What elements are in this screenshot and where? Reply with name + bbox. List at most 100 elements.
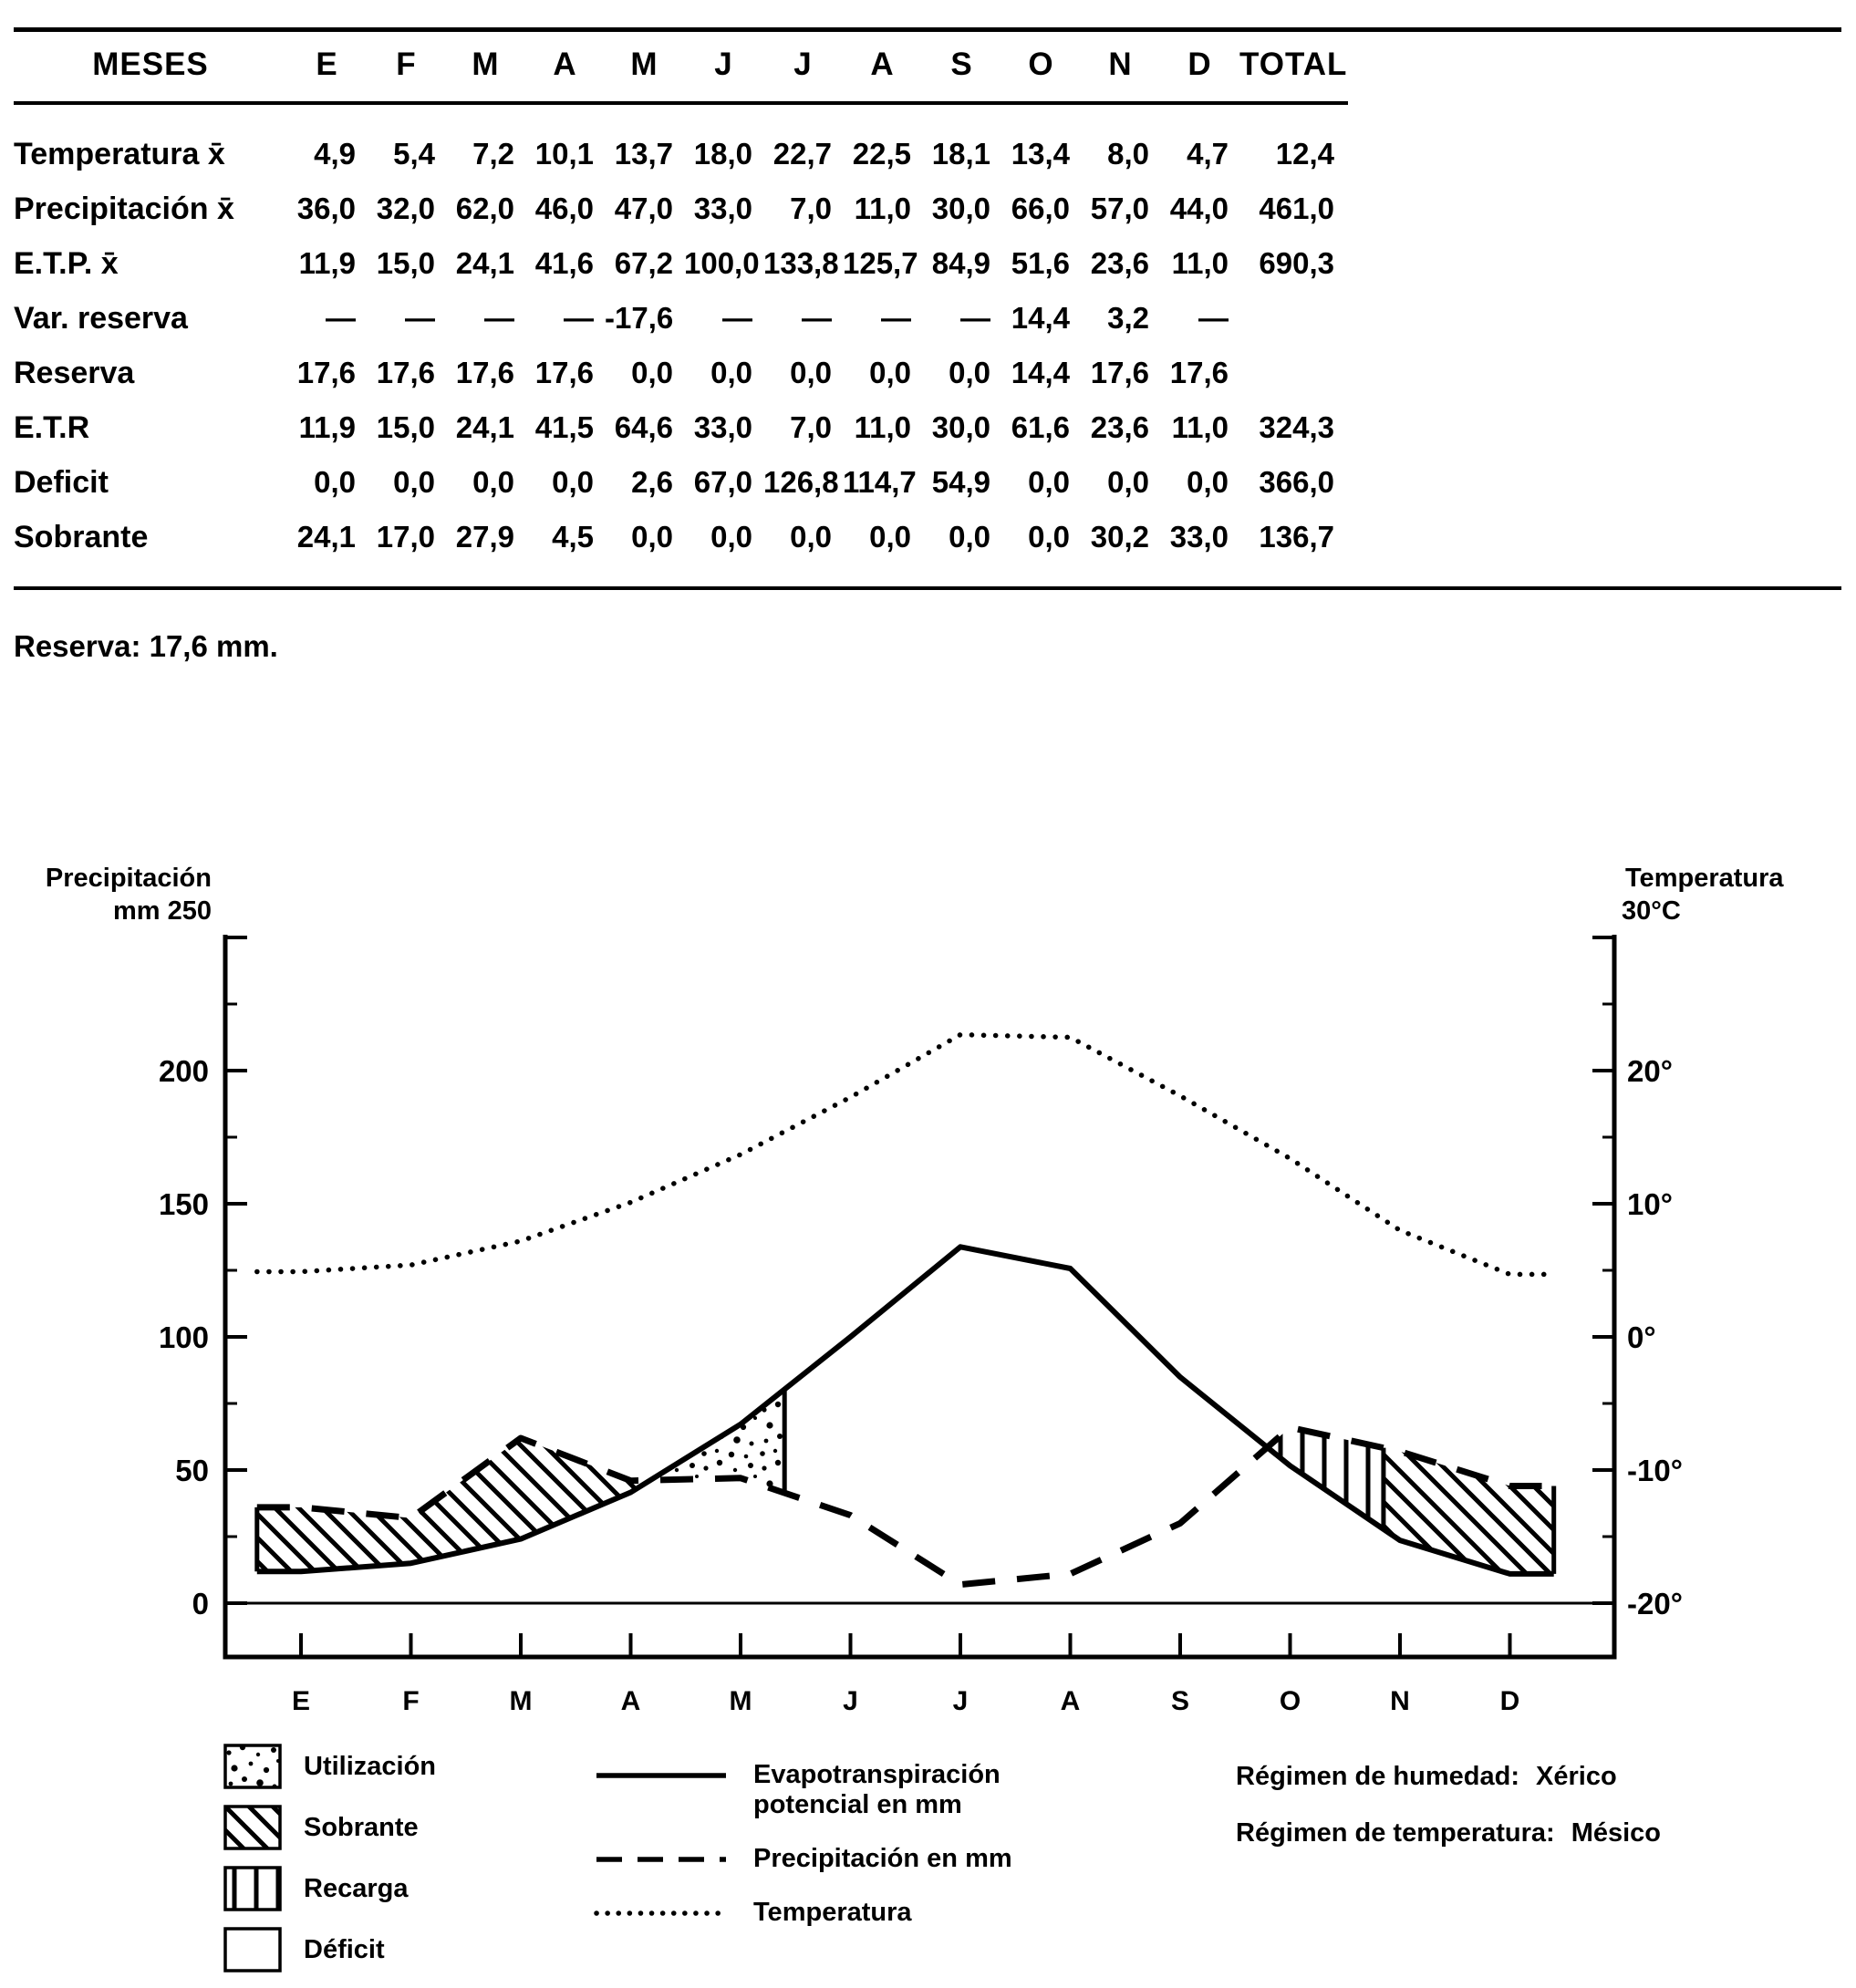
table-cell: 11,9 bbox=[298, 246, 356, 280]
legend-line-label: Precipitación en mm bbox=[753, 1844, 1012, 1873]
col-header-month-2: F bbox=[396, 47, 417, 82]
table-cell: — bbox=[802, 301, 832, 335]
table-cell: 0,0 bbox=[393, 465, 435, 499]
table-cell: 11,0 bbox=[1171, 246, 1229, 280]
x-month-label: D bbox=[1500, 1686, 1520, 1716]
table-cell: 41,5 bbox=[534, 410, 594, 444]
table-cell: 66,0 bbox=[1011, 192, 1070, 225]
table-cell: 23,6 bbox=[1090, 246, 1149, 280]
col-header-month-1: E bbox=[316, 47, 338, 82]
row-label: E.T.P. x̄ bbox=[14, 246, 119, 281]
table-cell: 0,0 bbox=[1028, 520, 1070, 554]
col-header-month-3: M bbox=[472, 47, 500, 82]
table-cell: 7,0 bbox=[790, 410, 832, 444]
table-cell: 64,6 bbox=[614, 410, 673, 444]
solid-line-icon bbox=[596, 1773, 726, 1778]
etp-curve bbox=[256, 1244, 1554, 1577]
regimen-temperatura-value: Mésico bbox=[1571, 1818, 1662, 1848]
table-cell: 13,7 bbox=[614, 137, 673, 171]
row-label: Reserva bbox=[14, 356, 135, 390]
reserva-note: Reserva: 17,6 mm. bbox=[14, 629, 278, 663]
col-header-month-5: M bbox=[630, 47, 658, 82]
table-cell: 8,0 bbox=[1107, 137, 1149, 171]
table-cell: 126,8 bbox=[763, 465, 839, 499]
table-cell: 57,0 bbox=[1090, 192, 1149, 225]
table-cell: 3,2 bbox=[1107, 301, 1149, 335]
row-label: Var. reserva bbox=[14, 301, 188, 336]
legend-item-solid-line: Evapotranspiración potencial en mm bbox=[593, 1760, 1012, 1820]
regimen-humedad-value: Xérico bbox=[1536, 1762, 1617, 1791]
table-cell: 4,9 bbox=[314, 137, 356, 171]
table-cell: 0,0 bbox=[552, 465, 594, 499]
y-left-tick-label: 0 bbox=[192, 1587, 209, 1620]
table-cell: 61,6 bbox=[1011, 410, 1070, 444]
table-cell: 18,1 bbox=[931, 137, 990, 171]
table-cell: 30,0 bbox=[931, 410, 990, 444]
table-cell-total: 461,0 bbox=[1259, 192, 1334, 225]
x-month-label: J bbox=[953, 1686, 969, 1716]
water-balance-table: MESES E F M A M J J A S O N D TOTAL Temperatura x̄ 4,9… bbox=[14, 27, 1841, 590]
y-right-axis-title: Temperatura bbox=[1625, 864, 1784, 893]
regimen-temperatura-label: Régimen de temperatura: bbox=[1236, 1818, 1555, 1848]
y-right-tick-label: 20° bbox=[1627, 1054, 1673, 1088]
legend-area-label: Recarga bbox=[304, 1873, 409, 1903]
table-cell: 17,6 bbox=[1169, 356, 1229, 389]
table-cell: 100,0 bbox=[684, 246, 760, 280]
table-cell: 14,4 bbox=[1011, 356, 1070, 389]
x-month-label: F bbox=[402, 1686, 419, 1716]
table-cell: 17,6 bbox=[296, 356, 356, 389]
table-cell: 33,0 bbox=[1169, 520, 1229, 554]
table-cell: 32,0 bbox=[376, 192, 435, 225]
table-cell: 36,0 bbox=[296, 192, 356, 225]
table-cell: — bbox=[326, 301, 356, 335]
table-cell: 5,4 bbox=[393, 137, 435, 171]
x-month-label: A bbox=[1061, 1686, 1081, 1716]
diagonal-swatch-icon bbox=[223, 1805, 282, 1850]
table-cell: 15,0 bbox=[376, 246, 435, 280]
table-cell: 0,0 bbox=[869, 520, 911, 554]
y-right-axis-unit: 30°C bbox=[1622, 896, 1681, 926]
table-cell: 0,0 bbox=[949, 356, 990, 389]
table-cell: 2,6 bbox=[631, 465, 673, 499]
table-cell: 0,0 bbox=[314, 465, 356, 499]
x-month-label: J bbox=[843, 1686, 858, 1716]
table-cell: 22,7 bbox=[772, 137, 832, 171]
legend-area-label: Utilización bbox=[304, 1751, 437, 1781]
legend-item-utilización: Utilización bbox=[223, 1744, 436, 1789]
legend-line-label: Temperatura bbox=[753, 1898, 912, 1927]
table-cell: 24,1 bbox=[455, 246, 514, 280]
regimen-humedad-label: Régimen de humedad: bbox=[1236, 1762, 1519, 1791]
legend-line-label: Evapotranspiración potencial en mm bbox=[753, 1760, 1001, 1819]
vertical-swatch-icon bbox=[223, 1866, 282, 1911]
table-cell: 17,0 bbox=[376, 520, 435, 554]
x-month-label: A bbox=[621, 1686, 641, 1716]
table-cell: 114,7 bbox=[843, 465, 917, 499]
table-cell: 46,0 bbox=[534, 192, 594, 225]
table-cell: — bbox=[881, 301, 911, 335]
table-cell: 15,0 bbox=[376, 410, 435, 444]
row-label: Temperatura x̄ bbox=[14, 137, 225, 171]
table-cell: — bbox=[564, 301, 594, 335]
table-cell: 11,9 bbox=[298, 410, 356, 444]
temperatura-curve bbox=[254, 1031, 1557, 1278]
table-cell: 11,0 bbox=[854, 192, 911, 225]
y-left-tick-label: 150 bbox=[159, 1187, 209, 1221]
table-body: Temperatura x̄ 4,9 5,4 7,2 10,1 13,7 18,0 22,7 2… bbox=[14, 105, 1348, 564]
table-cell: 0,0 bbox=[710, 356, 752, 389]
dotted-line-icon bbox=[594, 1910, 729, 1916]
y-right-tick-label: 0° bbox=[1627, 1320, 1656, 1354]
table-cell: 4,7 bbox=[1187, 137, 1229, 171]
col-header-total: TOTAL bbox=[1239, 47, 1348, 82]
table-cell: 51,6 bbox=[1011, 246, 1070, 280]
y-left-axis-title: Precipitación bbox=[46, 864, 212, 893]
table-cell: 125,7 bbox=[843, 246, 918, 280]
table-cell-total: 690,3 bbox=[1259, 246, 1334, 280]
table-cell: 18,0 bbox=[693, 137, 752, 171]
y-right-tick-label: 10° bbox=[1627, 1187, 1673, 1221]
precipitacion-curve bbox=[256, 1424, 1554, 1589]
table-cell: 0,0 bbox=[631, 520, 673, 554]
table-cell: — bbox=[484, 301, 514, 335]
none-swatch-icon bbox=[223, 1927, 282, 1972]
